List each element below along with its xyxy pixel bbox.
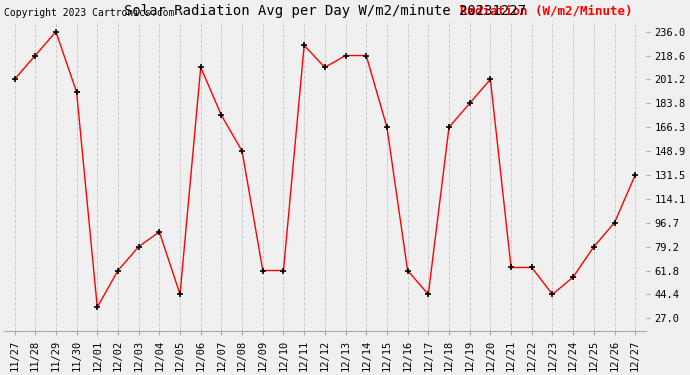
- Text: Copyright 2023 Cartronics.com: Copyright 2023 Cartronics.com: [4, 8, 175, 18]
- Title: Solar Radiation Avg per Day W/m2/minute 20231227: Solar Radiation Avg per Day W/m2/minute …: [124, 4, 526, 18]
- Text: Radiation (W/m2/Minute): Radiation (W/m2/Minute): [460, 4, 633, 18]
